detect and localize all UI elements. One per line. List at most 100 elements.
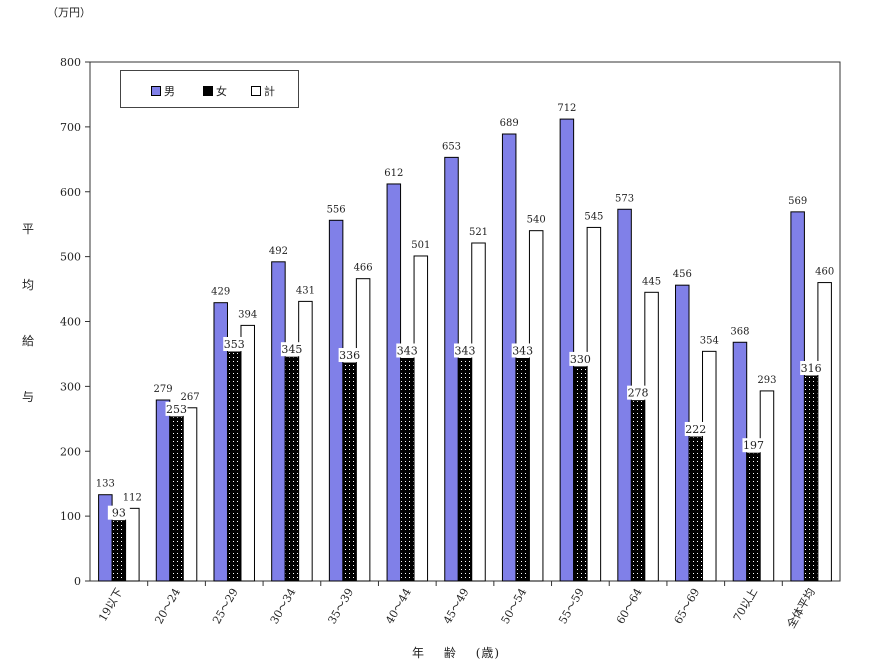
- data-label-total: 293: [757, 375, 776, 386]
- data-label-female: 93: [112, 507, 126, 520]
- data-label-bg: [742, 438, 765, 453]
- bar-female: [284, 356, 300, 582]
- data-label-total: 466: [354, 263, 373, 274]
- bar-female: [400, 357, 415, 582]
- bar-female: [169, 416, 184, 582]
- data-label-bg: [107, 505, 130, 520]
- data-label-female: 253: [166, 403, 187, 416]
- bar-male: [386, 183, 402, 582]
- bar-male: [444, 156, 459, 582]
- bar-total: [586, 226, 602, 582]
- bar-total: [528, 230, 544, 582]
- y-tick-label: 200: [60, 445, 81, 458]
- legend-label-female: 女: [216, 85, 227, 98]
- data-label-total: 394: [238, 309, 257, 320]
- data-label-total: 112: [123, 492, 142, 503]
- x-tick-label: 20～24: [152, 586, 183, 626]
- bar-total: [298, 300, 313, 582]
- y-tick-label: 700: [60, 121, 81, 134]
- y-tick-label: 100: [60, 510, 81, 523]
- data-label-female: 278: [628, 387, 649, 400]
- data-label-bg: [165, 401, 188, 416]
- data-label-male: 612: [384, 168, 403, 179]
- data-label-total: 267: [180, 392, 199, 403]
- data-label-bg: [684, 421, 707, 436]
- x-axis-label-part: (歳): [475, 646, 501, 660]
- data-label-female: 316: [801, 362, 822, 375]
- bar-total: [125, 507, 140, 582]
- x-tick-label: 55～59: [556, 586, 587, 626]
- bar-male: [559, 118, 575, 582]
- y-tick-label: 600: [60, 186, 81, 199]
- x-tick-label: 70以上: [731, 586, 760, 624]
- data-label-total: 431: [296, 285, 315, 296]
- data-label-male: 133: [96, 479, 115, 490]
- x-axis-label-part: 齢: [443, 646, 457, 660]
- data-label-male: 429: [211, 287, 230, 298]
- y-tick-label: 800: [60, 56, 81, 69]
- data-label-male: 712: [557, 103, 576, 114]
- bar-total: [759, 390, 775, 582]
- data-label-total: 445: [642, 276, 661, 287]
- x-tick-label: 19以下: [96, 586, 125, 624]
- y-axis-label-char: 給: [22, 334, 35, 348]
- bar-male: [501, 133, 517, 582]
- y-axis-label-char: 与: [22, 390, 35, 404]
- bar-female: [803, 375, 819, 582]
- y-axis-label-char: 均: [22, 278, 35, 292]
- x-tick-label: 30～34: [268, 586, 299, 626]
- data-label-female: 345: [281, 343, 302, 356]
- data-label-bg: [280, 342, 303, 357]
- x-tick-label: 35～39: [325, 586, 356, 626]
- bar-total: [413, 255, 429, 582]
- x-tick-label: 60～64: [614, 586, 645, 626]
- data-label-total: 354: [700, 335, 719, 346]
- data-label-male: 368: [730, 326, 749, 337]
- bar-total: [644, 291, 659, 582]
- bar-female: [630, 400, 646, 582]
- data-label-female: 330: [570, 353, 591, 366]
- x-axis-label-part: 年: [412, 646, 426, 660]
- y-axis-label-char: 平: [22, 222, 35, 236]
- bar-total: [355, 278, 371, 582]
- legend-swatch-total: [251, 86, 261, 96]
- x-axis-label: 年 齢 (歳): [412, 644, 514, 661]
- legend-label-total: 計: [264, 85, 275, 98]
- data-label-male: 279: [153, 384, 172, 395]
- y-tick-label: 300: [60, 380, 81, 393]
- bar-total: [702, 350, 717, 582]
- bar-female: [746, 452, 761, 582]
- data-label-male: 456: [673, 269, 692, 280]
- bar-male: [732, 341, 748, 582]
- bar-total: [182, 407, 198, 582]
- data-label-male: 573: [615, 193, 634, 204]
- data-label-total: 501: [411, 240, 430, 251]
- data-label-total: 460: [815, 267, 834, 278]
- bar-female: [226, 351, 242, 582]
- y-tick-label: 400: [60, 316, 81, 329]
- data-label-male: 653: [442, 141, 461, 152]
- y-unit-label: （万円）: [47, 6, 91, 19]
- legend-swatch-female: [203, 86, 213, 96]
- bar-total: [240, 324, 255, 582]
- bar-male: [790, 211, 805, 582]
- x-tick-label: 40～44: [383, 586, 414, 626]
- data-label-female: 343: [397, 344, 418, 357]
- data-label-male: 569: [788, 196, 807, 207]
- data-label-bg: [223, 336, 246, 351]
- data-label-female: 343: [455, 344, 476, 357]
- data-label-bg: [569, 351, 592, 366]
- data-label-total: 540: [527, 215, 546, 226]
- data-label-bg: [511, 343, 534, 358]
- legend-label-male: 男: [164, 85, 175, 98]
- data-label-bg: [396, 343, 419, 358]
- data-label-female: 343: [512, 344, 533, 357]
- bar-male: [155, 399, 171, 582]
- bar-male: [271, 261, 286, 582]
- x-tick-label: 全体平均: [784, 586, 818, 631]
- data-label-female: 197: [743, 439, 764, 452]
- data-label-female: 353: [224, 338, 245, 351]
- bar-female: [111, 520, 127, 582]
- bar-female: [515, 357, 530, 582]
- data-label-total: 545: [584, 211, 603, 222]
